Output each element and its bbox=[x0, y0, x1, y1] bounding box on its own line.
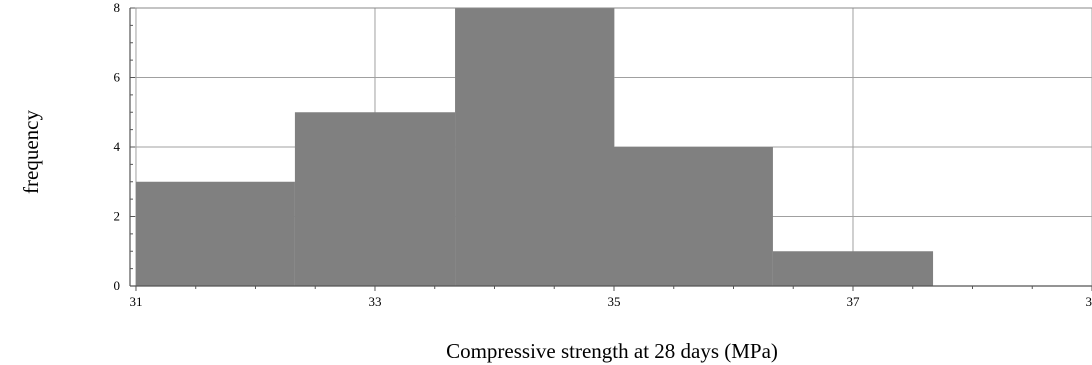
x-tick-label: 35 bbox=[607, 294, 620, 309]
y-tick-labels: 0 2 4 6 8 bbox=[114, 0, 121, 293]
y-tick-label: 4 bbox=[114, 139, 121, 154]
histogram-bar bbox=[613, 147, 773, 286]
y-axis-title: frequency bbox=[19, 110, 43, 194]
histogram-bar bbox=[135, 181, 295, 286]
x-tick-label: 39 bbox=[1086, 294, 1092, 309]
y-tick-label: 2 bbox=[114, 209, 121, 224]
y-tick-label: 8 bbox=[114, 0, 121, 15]
histogram-bars bbox=[135, 8, 934, 286]
x-tick-label: 37 bbox=[846, 294, 860, 309]
x-tick-label: 33 bbox=[368, 294, 381, 309]
y-tick-label: 0 bbox=[114, 278, 121, 293]
axes bbox=[129, 7, 1092, 291]
x-tick-label: 31 bbox=[129, 294, 142, 309]
x-tick-labels: 31 33 35 37 39 bbox=[129, 294, 1092, 309]
histogram-bar bbox=[772, 251, 934, 286]
histogram-bar bbox=[294, 112, 456, 286]
y-tick-label: 6 bbox=[114, 70, 121, 85]
x-axis-title: Compressive strength at 28 days (MPa) bbox=[446, 339, 778, 363]
histogram-bar bbox=[455, 8, 614, 286]
